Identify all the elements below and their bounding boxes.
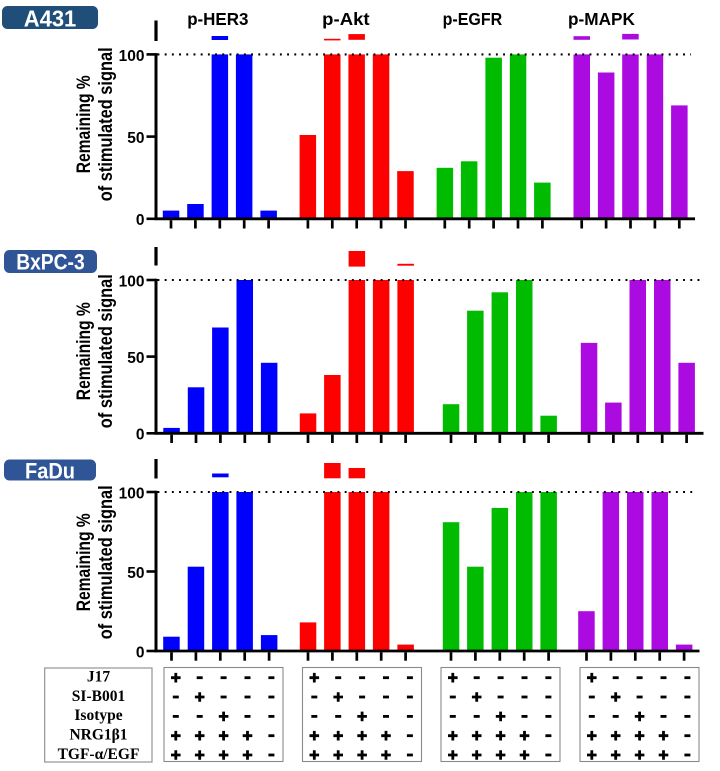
- svg-text:FaDu: FaDu: [25, 459, 75, 484]
- svg-text:of stimulated signal: of stimulated signal: [96, 485, 117, 639]
- svg-text:50: 50: [127, 130, 144, 147]
- svg-text:Remaining %: Remaining %: [74, 75, 95, 173]
- svg-text:100: 100: [119, 273, 145, 290]
- svg-text:0: 0: [136, 644, 145, 661]
- svg-text:0: 0: [136, 427, 145, 444]
- svg-text:J17: J17: [87, 669, 111, 686]
- svg-text:50: 50: [127, 350, 144, 367]
- svg-text:100: 100: [119, 485, 145, 502]
- svg-text:p-EGFR: p-EGFR: [443, 9, 503, 29]
- svg-text:p-Akt: p-Akt: [322, 9, 370, 29]
- svg-text:A431: A431: [24, 5, 77, 31]
- svg-text:BxPC-3: BxPC-3: [16, 250, 85, 275]
- svg-text:SI-B001: SI-B001: [72, 688, 125, 705]
- svg-text:100: 100: [119, 48, 145, 65]
- svg-text:NRG1β1: NRG1β1: [69, 727, 127, 744]
- svg-text:p-HER3: p-HER3: [187, 9, 248, 29]
- svg-text:TGF-α/EGF: TGF-α/EGF: [58, 746, 140, 763]
- svg-text:Remaining %: Remaining %: [74, 302, 95, 400]
- svg-text:Remaining %: Remaining %: [74, 513, 95, 611]
- svg-text:Isotype: Isotype: [74, 707, 122, 724]
- svg-text:50: 50: [127, 565, 144, 582]
- svg-text:of stimulated signal: of stimulated signal: [96, 47, 117, 201]
- svg-text:0: 0: [136, 212, 145, 229]
- svg-text:p-MAPK: p-MAPK: [568, 9, 635, 29]
- svg-text:of stimulated signal: of stimulated signal: [96, 274, 117, 428]
